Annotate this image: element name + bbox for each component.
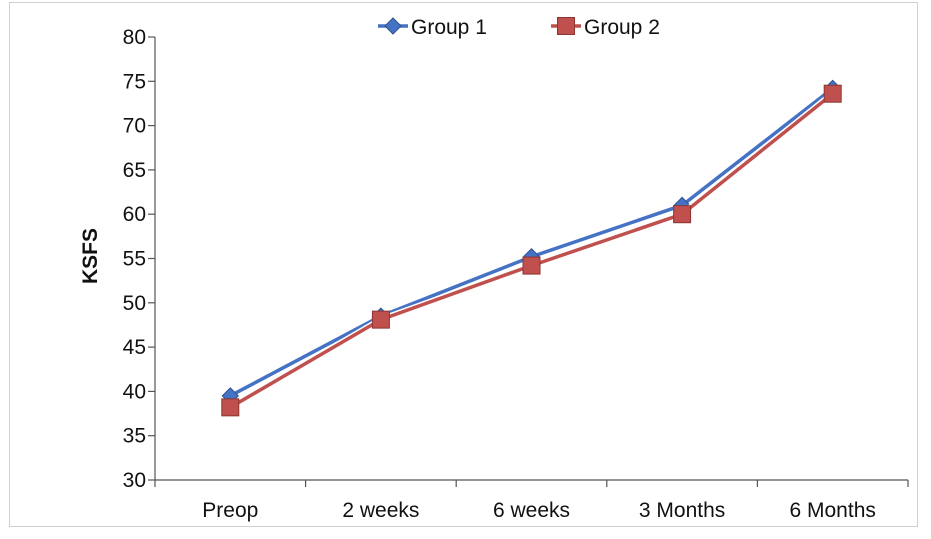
y-tick-label: 50 [123,292,146,315]
legend-label: Group 2 [584,16,660,39]
data-point [371,310,390,329]
series-layer [221,79,842,417]
legend-swatch-marker [557,17,575,35]
y-tick-label: 65 [123,159,146,182]
y-tick-label: 35 [123,425,146,448]
legend: Group 1 Group 2 [378,16,660,39]
legend-swatch-marker [384,17,402,35]
y-tick-label: 45 [123,336,146,359]
data-point [823,84,842,103]
legend-label: Group 1 [411,16,487,39]
y-tick-label: 75 [123,70,146,93]
data-point [522,256,541,275]
x-tick-label: 2 weeks [342,499,419,522]
x-tick-label: Preop [202,499,258,522]
x-axis-ticks: Preop 2 weeks 6 weeks 3 Months 6 Months [154,480,909,522]
legend-item: Group 1 [378,16,487,39]
series-2 [221,84,842,417]
y-tick-label: 70 [123,115,146,138]
y-tick-label: 40 [123,380,146,403]
legend-item: Group 2 [551,16,660,39]
y-tick-label: 60 [123,203,146,226]
x-tick-label: 3 Months [639,499,725,522]
series-line [229,87,834,398]
chart-frame [9,2,918,527]
data-point [221,398,240,417]
y-axis-ticks: 30 35 40 45 50 55 60 65 70 75 80 [123,26,155,492]
y-tick-label: 30 [123,469,146,492]
y-tick-label: 55 [123,248,146,271]
x-tick-label: 6 weeks [493,499,570,522]
y-axis-label: KSFS [79,228,102,284]
y-tick-label: 80 [123,26,146,49]
x-tick-label: 6 Months [790,499,876,522]
data-point [673,205,692,224]
